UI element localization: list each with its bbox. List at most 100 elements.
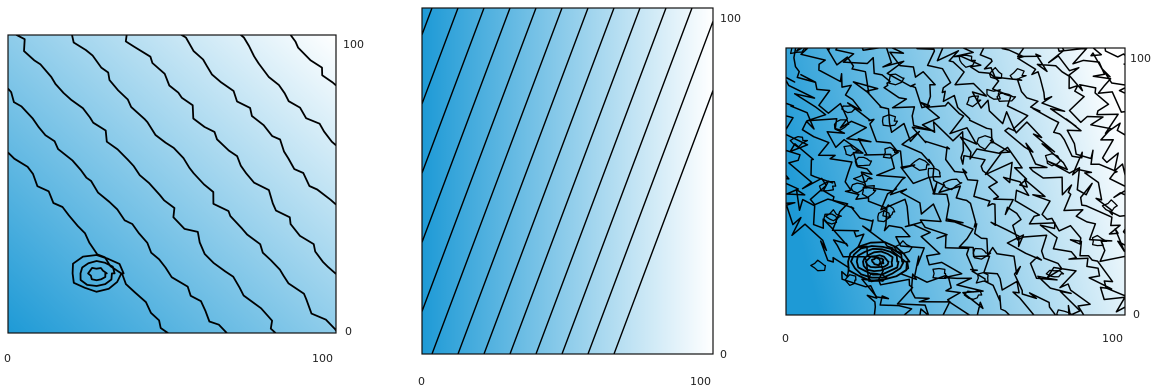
contour-loop [942,178,963,191]
contour-loop [818,181,837,192]
contour-loop [1056,309,1073,315]
contour-loop [823,213,838,225]
contour-line [1090,48,1125,94]
contour-ring [850,245,905,279]
contour-line [483,8,615,354]
panel-b-ytick-100: 100 [720,12,741,25]
contour-line [1121,32,1174,336]
contour-line [1047,48,1125,136]
panel-b-ytick-0: 0 [720,348,727,361]
contour-line [889,48,1125,313]
panel-c-frame [785,47,1126,316]
contour-loop [986,88,1001,100]
contour-line [179,35,336,206]
contour-loop [888,73,905,86]
contour-ring [87,267,108,282]
contour-loop [975,271,989,284]
contour-loop [854,156,873,167]
panel-b-xtick-0: 0 [418,375,425,388]
contour-loop [810,259,827,272]
contour-line [14,35,277,333]
contour-loop [881,114,899,127]
panel-b-contours [422,8,713,354]
contour-line [786,149,930,315]
contour-loop [789,135,809,149]
contour-loop [877,209,892,223]
contour-line [422,8,511,245]
contour-ring [847,241,911,282]
contour-line [124,35,336,276]
contour-loop [1101,199,1118,213]
contour-line [786,201,878,315]
contour-loop [963,289,983,300]
contour-loop [1044,153,1062,167]
panel-c-xtick-100: 100 [1102,332,1123,345]
contour-line [422,8,459,106]
contour-line [535,8,667,354]
contour-line [793,48,1011,315]
panel-c: 0 100 0 100 [782,21,1174,345]
contour-loop [850,182,868,194]
contour-loop [882,204,896,218]
panel-c-contours [786,21,1174,337]
contour-line [8,87,229,333]
contour-loop [1091,234,1108,247]
contour-ring [71,254,125,293]
contour-loop [932,267,947,279]
contour-loop [1009,68,1027,81]
contour-loop [927,167,942,179]
contour-line [422,8,485,176]
contour-line [915,48,1125,297]
contour-line [979,48,1125,235]
contour-line [1001,48,1125,199]
contour-loop [910,157,930,171]
contour-loop [966,95,982,108]
contour-ring [871,256,885,267]
panel-c-ytick-100: 100 [1130,52,1151,65]
panel-a-ytick-100: 100 [343,38,364,51]
contour-loop [789,48,808,55]
contour-loop [976,135,995,150]
contour-loop [825,209,843,222]
contour-line [239,35,336,147]
contour-line [509,8,641,354]
contour-line [561,8,693,354]
contour-loop [882,146,899,159]
contour-line [786,174,913,315]
contour-loop [841,104,858,114]
contour-ring [79,260,116,287]
contour-loop [843,144,860,157]
contour-line [8,151,170,333]
contour-loop [996,92,1017,102]
panel-b-fill [422,8,713,354]
contour-loop [958,54,976,68]
contour-ring [855,247,900,276]
contour-ring [864,254,890,269]
contour-loop [893,240,913,255]
contour-line [1163,27,1174,337]
contour-loop [861,185,877,198]
contour-line [1057,48,1125,113]
panel-a-xtick-0: 0 [4,352,11,365]
panel-c-ytick-0: 0 [1133,308,1140,321]
contour-loop [844,274,857,287]
contour-line [431,8,563,354]
panel-a-contours [8,35,336,333]
contour-line [1130,21,1174,331]
contour-loop [852,173,873,184]
contour-line [936,48,1125,266]
panel-b-xtick-100: 100 [690,375,711,388]
panel-a-frame [7,34,337,334]
contour-loop [972,247,992,260]
contour-line [71,35,336,333]
contour-ring [862,250,894,272]
contour-line [1016,48,1125,178]
contour-loop [1045,269,1065,278]
contour-loop [833,119,850,131]
panel-b-frame [421,7,714,355]
panel-a-ytick-0: 0 [345,325,352,338]
contour-line [422,8,537,314]
panel-a-fill [8,35,336,333]
panel-b: 0 100 0 100 [418,7,741,388]
contour-loop [988,66,1003,80]
